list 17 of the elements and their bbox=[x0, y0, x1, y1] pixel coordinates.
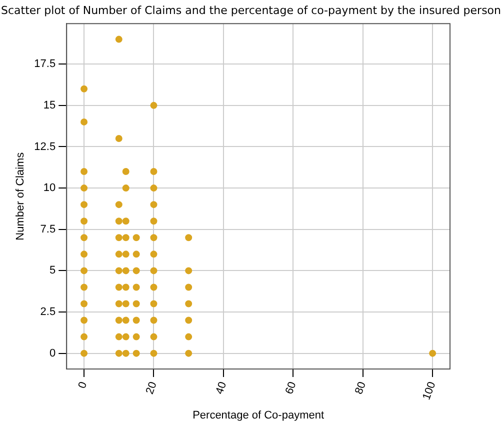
chart-title: Scatter plot of Number of Claims and the percentage of co-payment by the insured person bbox=[0, 4, 502, 17]
y-axis-title: Number of Claims bbox=[14, 152, 27, 240]
x-axis-title: Percentage of Co-payment bbox=[192, 409, 324, 422]
y-tick-label: 5 bbox=[49, 264, 56, 277]
x-tick-label: 40 bbox=[214, 380, 230, 396]
x-tick-label: 80 bbox=[353, 380, 369, 396]
x-tick-label: 0 bbox=[76, 380, 90, 390]
x-tick-label: 20 bbox=[144, 380, 160, 396]
x-tick-label: 100 bbox=[420, 380, 438, 402]
y-tick-label: 17.5 bbox=[34, 58, 56, 70]
y-tick-label: 7.5 bbox=[40, 223, 56, 236]
y-tick-label: 2.5 bbox=[40, 306, 56, 318]
x-tick-label: 60 bbox=[283, 380, 299, 396]
y-tick-label: 15 bbox=[43, 99, 56, 112]
y-tick-label: 0 bbox=[49, 347, 56, 360]
y-tick-label: 10 bbox=[43, 182, 56, 194]
y-tick-label: 12.5 bbox=[34, 140, 56, 153]
